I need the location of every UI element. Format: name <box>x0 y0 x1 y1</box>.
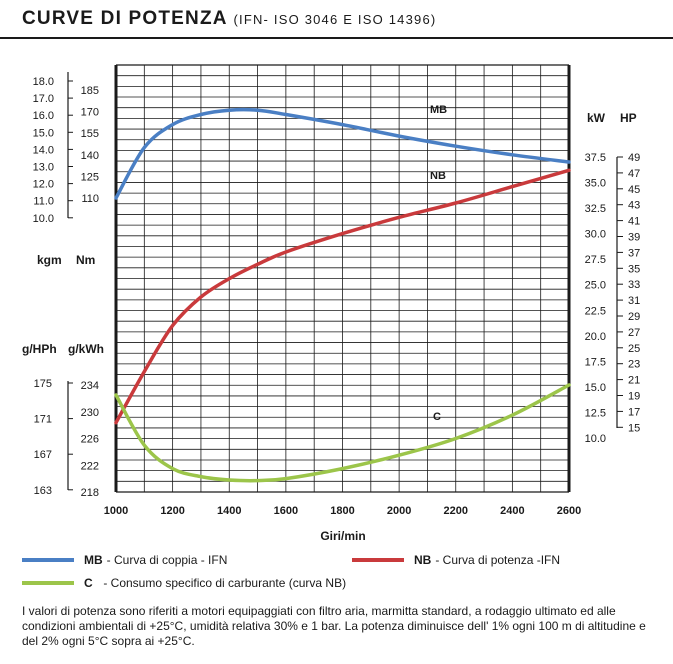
nm-tick-label: 125 <box>81 171 99 183</box>
legend-nb-swatch <box>352 558 404 562</box>
x-tick-label: 2400 <box>500 505 524 517</box>
kw-unit-label: kW <box>587 111 606 125</box>
legend-mb: MB - Curva di coppia - IFN <box>22 553 227 567</box>
x-axis-label: Giri/min <box>320 529 365 543</box>
nm-tick-label: 185 <box>81 85 99 97</box>
kw-tick-label: 20.0 <box>585 331 606 343</box>
series-label-nb: NB <box>430 170 446 182</box>
gkwh-tick-label: 222 <box>81 460 99 472</box>
hp-tick-label: 27 <box>628 327 640 339</box>
hp-tick-label: 21 <box>628 375 640 387</box>
kgm-tick-label: 13.0 <box>33 162 54 174</box>
series-line-mb <box>114 107 571 200</box>
hp-tick-label: 25 <box>628 343 640 355</box>
kw-tick-label: 37.5 <box>585 152 606 164</box>
kw-tick-label: 22.5 <box>585 305 606 317</box>
x-tick-label: 1400 <box>217 505 241 517</box>
footnote: I valori di potenza sono riferiti a moto… <box>22 604 646 648</box>
kgm-tick-label: 18.0 <box>33 76 54 88</box>
hp-tick-label: 17 <box>628 406 640 418</box>
kw-tick-label: 27.5 <box>585 254 606 266</box>
x-tick-label: 1000 <box>104 505 128 517</box>
title-subtitle: (IFN- ISO 3046 E ISO 14396) <box>233 12 437 27</box>
kgm-tick-label: 15.0 <box>33 127 54 139</box>
x-tick-label: 2600 <box>557 505 581 517</box>
x-tick-label: 1800 <box>330 505 354 517</box>
kw-tick-label: 15.0 <box>585 382 606 394</box>
hp-tick-label: 33 <box>628 279 640 291</box>
hp-tick-label: 35 <box>628 263 640 275</box>
series-line-c <box>114 383 571 483</box>
kgm-unit-label: kgm <box>37 253 62 267</box>
legend-c: C - Consumo specifico di carburante (cur… <box>22 576 346 590</box>
hp-tick-label: 31 <box>628 295 640 307</box>
legend-mb-swatch <box>22 558 74 562</box>
gkwh-tick-label: 230 <box>81 407 99 419</box>
gph-tick-label: 167 <box>34 449 52 461</box>
legend-nb: NB - Curva di potenza -IFN <box>352 553 560 567</box>
page-title: CURVE DI POTENZA (IFN- ISO 3046 E ISO 14… <box>22 8 436 30</box>
hp-tick-label: 15 <box>628 422 640 434</box>
kw-tick-label: 32.5 <box>585 203 606 215</box>
gph-unit-label: g/HPh <box>22 342 57 356</box>
nm-tick-label: 110 <box>81 193 99 205</box>
hp-tick-label: 41 <box>628 216 640 228</box>
hp-tick-label: 43 <box>628 200 640 212</box>
hp-tick-label: 29 <box>628 311 640 323</box>
legend-nb-code: NB <box>414 553 432 567</box>
gkwh-unit-label: g/kWh <box>68 342 104 356</box>
kw-tick-label: 25.0 <box>585 280 606 292</box>
gkwh-tick-label: 226 <box>81 434 99 446</box>
hp-tick-label: 23 <box>628 359 640 371</box>
kw-tick-label: 17.5 <box>585 356 606 368</box>
gph-tick-label: 163 <box>34 485 52 497</box>
kgm-tick-label: 12.0 <box>33 179 54 191</box>
hp-tick-label: 19 <box>628 391 640 403</box>
kgm-tick-label: 14.0 <box>33 144 54 156</box>
series-line-nb <box>114 168 571 425</box>
hp-tick-label: 47 <box>628 168 640 180</box>
legend-nb-text: - Curva di potenza -IFN <box>435 553 561 567</box>
series-label-c: C <box>433 411 441 423</box>
gkwh-tick-label: 218 <box>81 487 99 499</box>
hp-tick-label: 37 <box>628 247 640 259</box>
kw-tick-label: 30.0 <box>585 229 606 241</box>
kw-tick-label: 12.5 <box>585 407 606 419</box>
title-main: CURVE DI POTENZA <box>22 8 227 29</box>
hp-tick-label: 45 <box>628 184 640 196</box>
x-tick-label: 2000 <box>387 505 411 517</box>
legend-mb-code: MB <box>84 553 103 567</box>
hp-tick-label: 39 <box>628 232 640 244</box>
kgm-tick-label: 16.0 <box>33 110 54 122</box>
kgm-tick-label: 17.0 <box>33 93 54 105</box>
gph-tick-label: 171 <box>34 414 52 426</box>
nm-tick-label: 155 <box>81 128 99 140</box>
hp-tick-label: 49 <box>628 152 640 164</box>
power-curve-chart: 1000 1200 1400 1600 1800 2000 2200 2400 2600 Giri… <box>22 64 640 543</box>
title-rule <box>0 37 673 39</box>
gph-tick-label: 175 <box>34 378 52 390</box>
nm-tick-label: 140 <box>81 150 99 162</box>
x-tick-label: 1600 <box>274 505 298 517</box>
x-tick-label: 2200 <box>444 505 468 517</box>
kgm-tick-label: 10.0 <box>33 213 54 225</box>
kgm-tick-label: 11.0 <box>33 196 54 208</box>
x-tick-label: 1200 <box>160 505 184 517</box>
series-label-mb: MB <box>430 104 447 116</box>
gkwh-tick-label: 234 <box>81 380 99 392</box>
nm-tick-label: 170 <box>81 107 99 119</box>
nm-unit-label: Nm <box>76 253 95 267</box>
legend-c-code: C <box>84 576 93 590</box>
kw-tick-label: 10.0 <box>585 433 606 445</box>
legend-c-text: - Consumo specifico di carburante (curva… <box>96 576 347 590</box>
kw-tick-label: 35.0 <box>585 178 606 190</box>
legend-mb-text: - Curva di coppia - IFN <box>106 553 228 567</box>
legend-c-swatch <box>22 581 74 585</box>
hp-unit-label: HP <box>620 111 637 125</box>
